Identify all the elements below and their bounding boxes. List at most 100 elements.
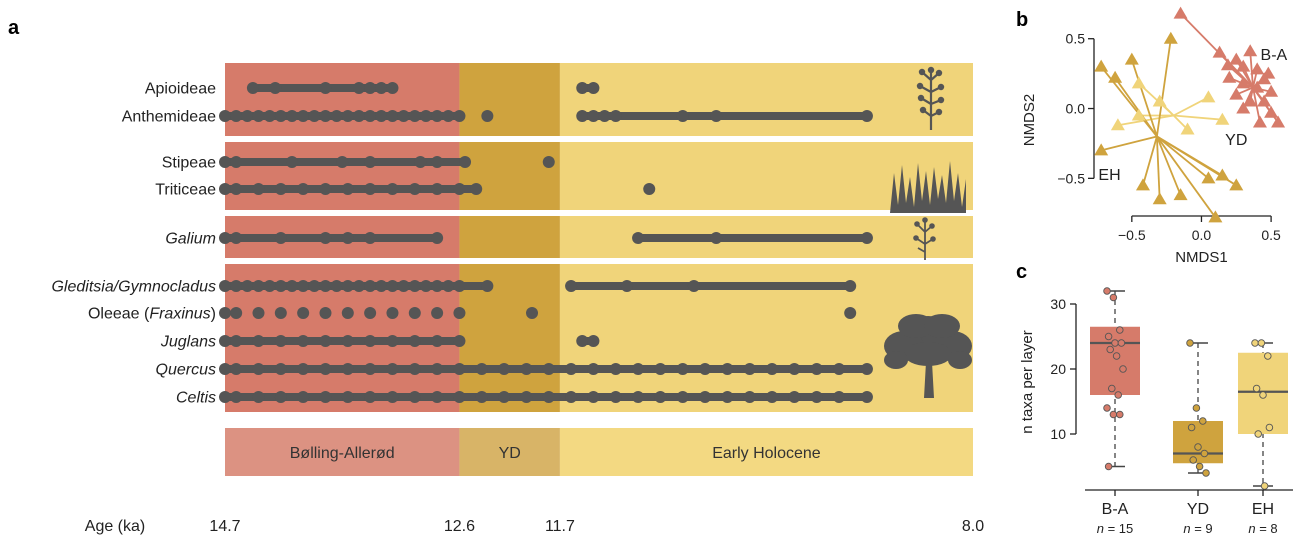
sample-point — [375, 82, 388, 94]
sample-point — [431, 280, 444, 292]
spider-line — [1249, 51, 1254, 88]
sample-point — [542, 391, 555, 403]
y-tick-label: 20 — [1050, 361, 1066, 377]
sample-point — [219, 156, 231, 168]
sample-point — [364, 156, 377, 168]
group-separator — [225, 210, 973, 216]
sample-point — [408, 335, 421, 347]
data-point — [1112, 352, 1121, 360]
sample-point — [542, 156, 555, 168]
panel-label-a: a — [8, 17, 20, 39]
x-tick-label: EH — [1252, 501, 1274, 518]
sample-point — [219, 183, 231, 195]
sample-point — [230, 391, 243, 403]
x-axis-label: Age (ka) — [85, 518, 145, 535]
sample-point — [475, 363, 488, 375]
nmds-point — [1135, 178, 1150, 191]
nmds-point — [1220, 58, 1235, 71]
taxon-label-part: Triticeae — [155, 182, 216, 199]
data-point — [1192, 404, 1201, 412]
sample-point — [475, 391, 488, 403]
sample-point — [587, 110, 600, 122]
nmds-point — [1222, 70, 1237, 83]
sample-point — [408, 280, 421, 292]
sample-point — [274, 110, 287, 122]
sample-point — [397, 110, 410, 122]
taxon-label: Juglans — [160, 334, 216, 351]
nmds-point — [1257, 94, 1272, 107]
sample-point — [632, 363, 645, 375]
sample-point — [364, 183, 377, 195]
sample-point — [336, 156, 349, 168]
sample-point — [654, 363, 667, 375]
sample-point — [609, 363, 622, 375]
x-tick-label: 11.7 — [545, 518, 575, 535]
sample-point — [252, 183, 265, 195]
period-box — [559, 428, 973, 476]
nmds-point — [1236, 59, 1251, 72]
sample-point — [788, 363, 801, 375]
sample-point — [386, 335, 399, 347]
y-tick-label: 10 — [1050, 426, 1066, 442]
taxon-label-part: ) — [211, 306, 216, 323]
sample-point — [230, 307, 243, 319]
sample-point — [341, 183, 354, 195]
taxon-label: Quercus — [156, 362, 216, 379]
nmds-point — [1236, 101, 1251, 114]
herb-icon — [913, 217, 936, 260]
sample-point — [297, 307, 310, 319]
sample-point — [285, 110, 298, 122]
sample-point — [810, 363, 823, 375]
nmds-point — [1236, 76, 1251, 89]
nmds-point — [1264, 105, 1279, 118]
nmds-point — [1173, 188, 1188, 201]
sample-point — [453, 280, 466, 292]
sample-point — [431, 156, 444, 168]
spider-line — [1156, 135, 1217, 218]
sample-point — [442, 280, 455, 292]
sample-point — [319, 363, 332, 375]
sample-point — [721, 363, 734, 375]
sample-point — [721, 391, 734, 403]
x-tick-label: −0.5 — [1118, 227, 1146, 243]
sample-point — [643, 183, 656, 195]
sample-point — [386, 391, 399, 403]
sample-point — [453, 307, 466, 319]
nmds-point — [1264, 84, 1279, 97]
box — [1173, 421, 1223, 464]
sample-point — [297, 391, 310, 403]
sample-point — [565, 280, 578, 292]
y-tick-label: −0.5 — [1057, 170, 1085, 186]
x-tick-label: 14.7 — [209, 518, 240, 535]
nmds-point — [1215, 112, 1230, 125]
nmds-panel: 0.5 0.0 −0.5 −0.5 0.0 0.5 NMDS1 NMDS2 B-A YD EH — [1021, 6, 1288, 266]
sample-point — [587, 363, 600, 375]
sample-point — [844, 280, 857, 292]
sample-point — [219, 363, 231, 375]
sample-point — [297, 280, 310, 292]
spider-line — [1142, 136, 1158, 186]
sample-point — [297, 363, 310, 375]
sample-point — [833, 391, 846, 403]
sample-point — [408, 183, 421, 195]
sample-point — [330, 110, 343, 122]
data-point — [1111, 339, 1119, 347]
grass-icon — [890, 161, 966, 213]
nmds-point — [1250, 80, 1265, 93]
y-tick-label: 0.5 — [1066, 31, 1086, 47]
sample-point — [453, 110, 466, 122]
sample-point — [453, 183, 466, 195]
data-point — [1199, 417, 1207, 425]
sample-point — [252, 280, 265, 292]
taxon-label-part: Gleditsia/Gymnocladus — [51, 279, 216, 296]
sample-point — [386, 307, 399, 319]
sample-point — [860, 363, 873, 375]
sample-point — [419, 280, 432, 292]
spider-line — [1100, 135, 1158, 152]
sample-point — [431, 363, 444, 375]
sample-point — [408, 363, 421, 375]
sample-point — [341, 280, 354, 292]
spider-line — [1156, 135, 1209, 180]
sample-point — [632, 391, 645, 403]
